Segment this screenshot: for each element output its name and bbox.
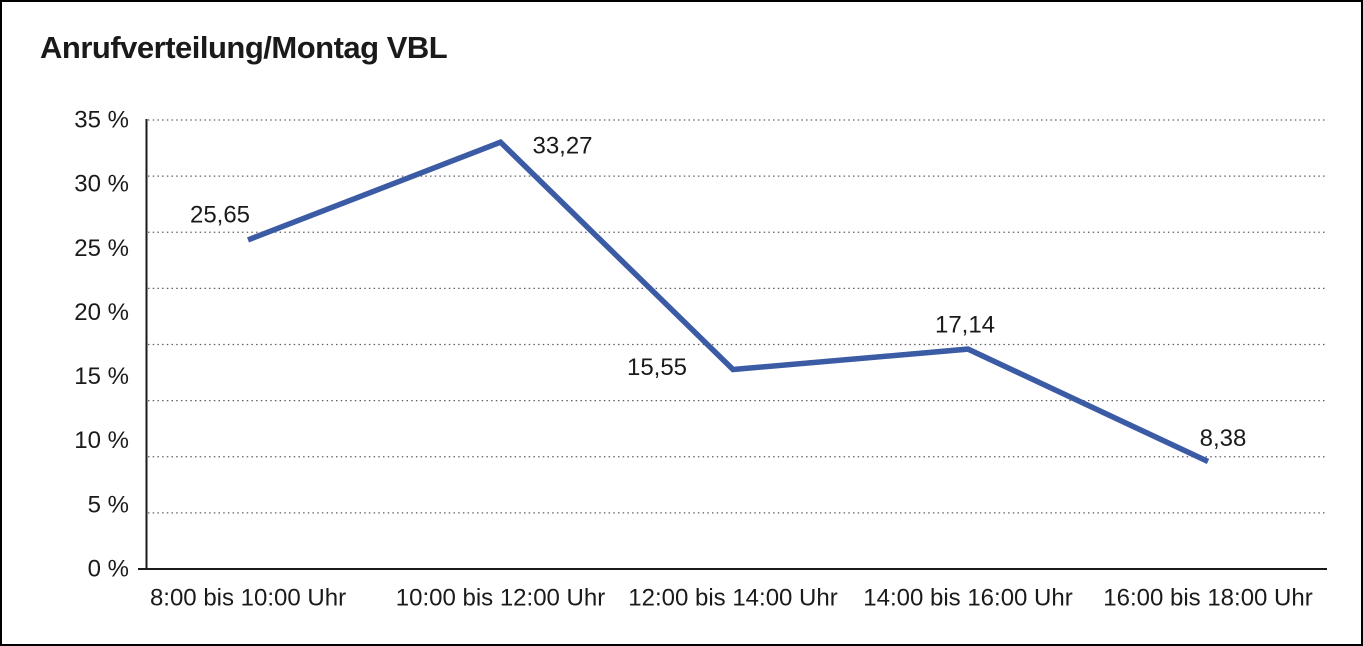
x-category-label: 14:00 bis 16:00 Uhr [863,585,1072,612]
data-series-line [247,138,1210,464]
x-category-label: 12:00 bis 14:00 Uhr [628,585,837,612]
y-tick-label: 5 % [88,491,129,518]
data-point-label: 15,55 [627,354,687,381]
y-tick-label: 10 % [74,427,129,454]
y-tick-label: 35 % [74,107,129,134]
x-category-label: 8:00 bis 10:00 Uhr [150,585,346,612]
chart-title: Anrufverteilung/Montag VBL [40,30,448,65]
y-tick-label: 25 % [74,235,129,262]
y-tick-label: 30 % [74,171,129,198]
y-tick-label: 20 % [74,299,129,326]
y-tick-label: 15 % [74,363,129,390]
data-point-label: 33,27 [532,133,592,160]
data-point-label: 17,14 [935,312,995,339]
x-category-label: 16:00 bis 18:00 Uhr [1103,585,1312,612]
x-category-label: 10:00 bis 12:00 Uhr [396,585,605,612]
y-tick-label: 0 % [88,556,129,583]
data-point-label: 8,38 [1200,425,1247,452]
data-point-label: 25,65 [190,201,250,228]
